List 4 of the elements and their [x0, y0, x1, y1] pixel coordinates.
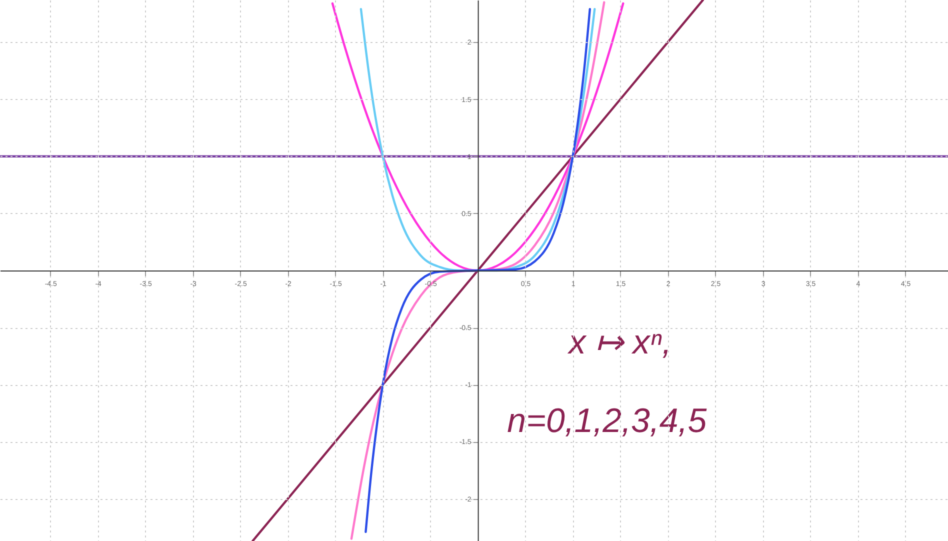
line-series	[360, 8, 596, 272]
annotation: n=0,1,2,3,4,5	[507, 402, 707, 440]
line-series	[331, 2, 624, 272]
annotation: x ↦ xⁿ,	[566, 324, 672, 362]
